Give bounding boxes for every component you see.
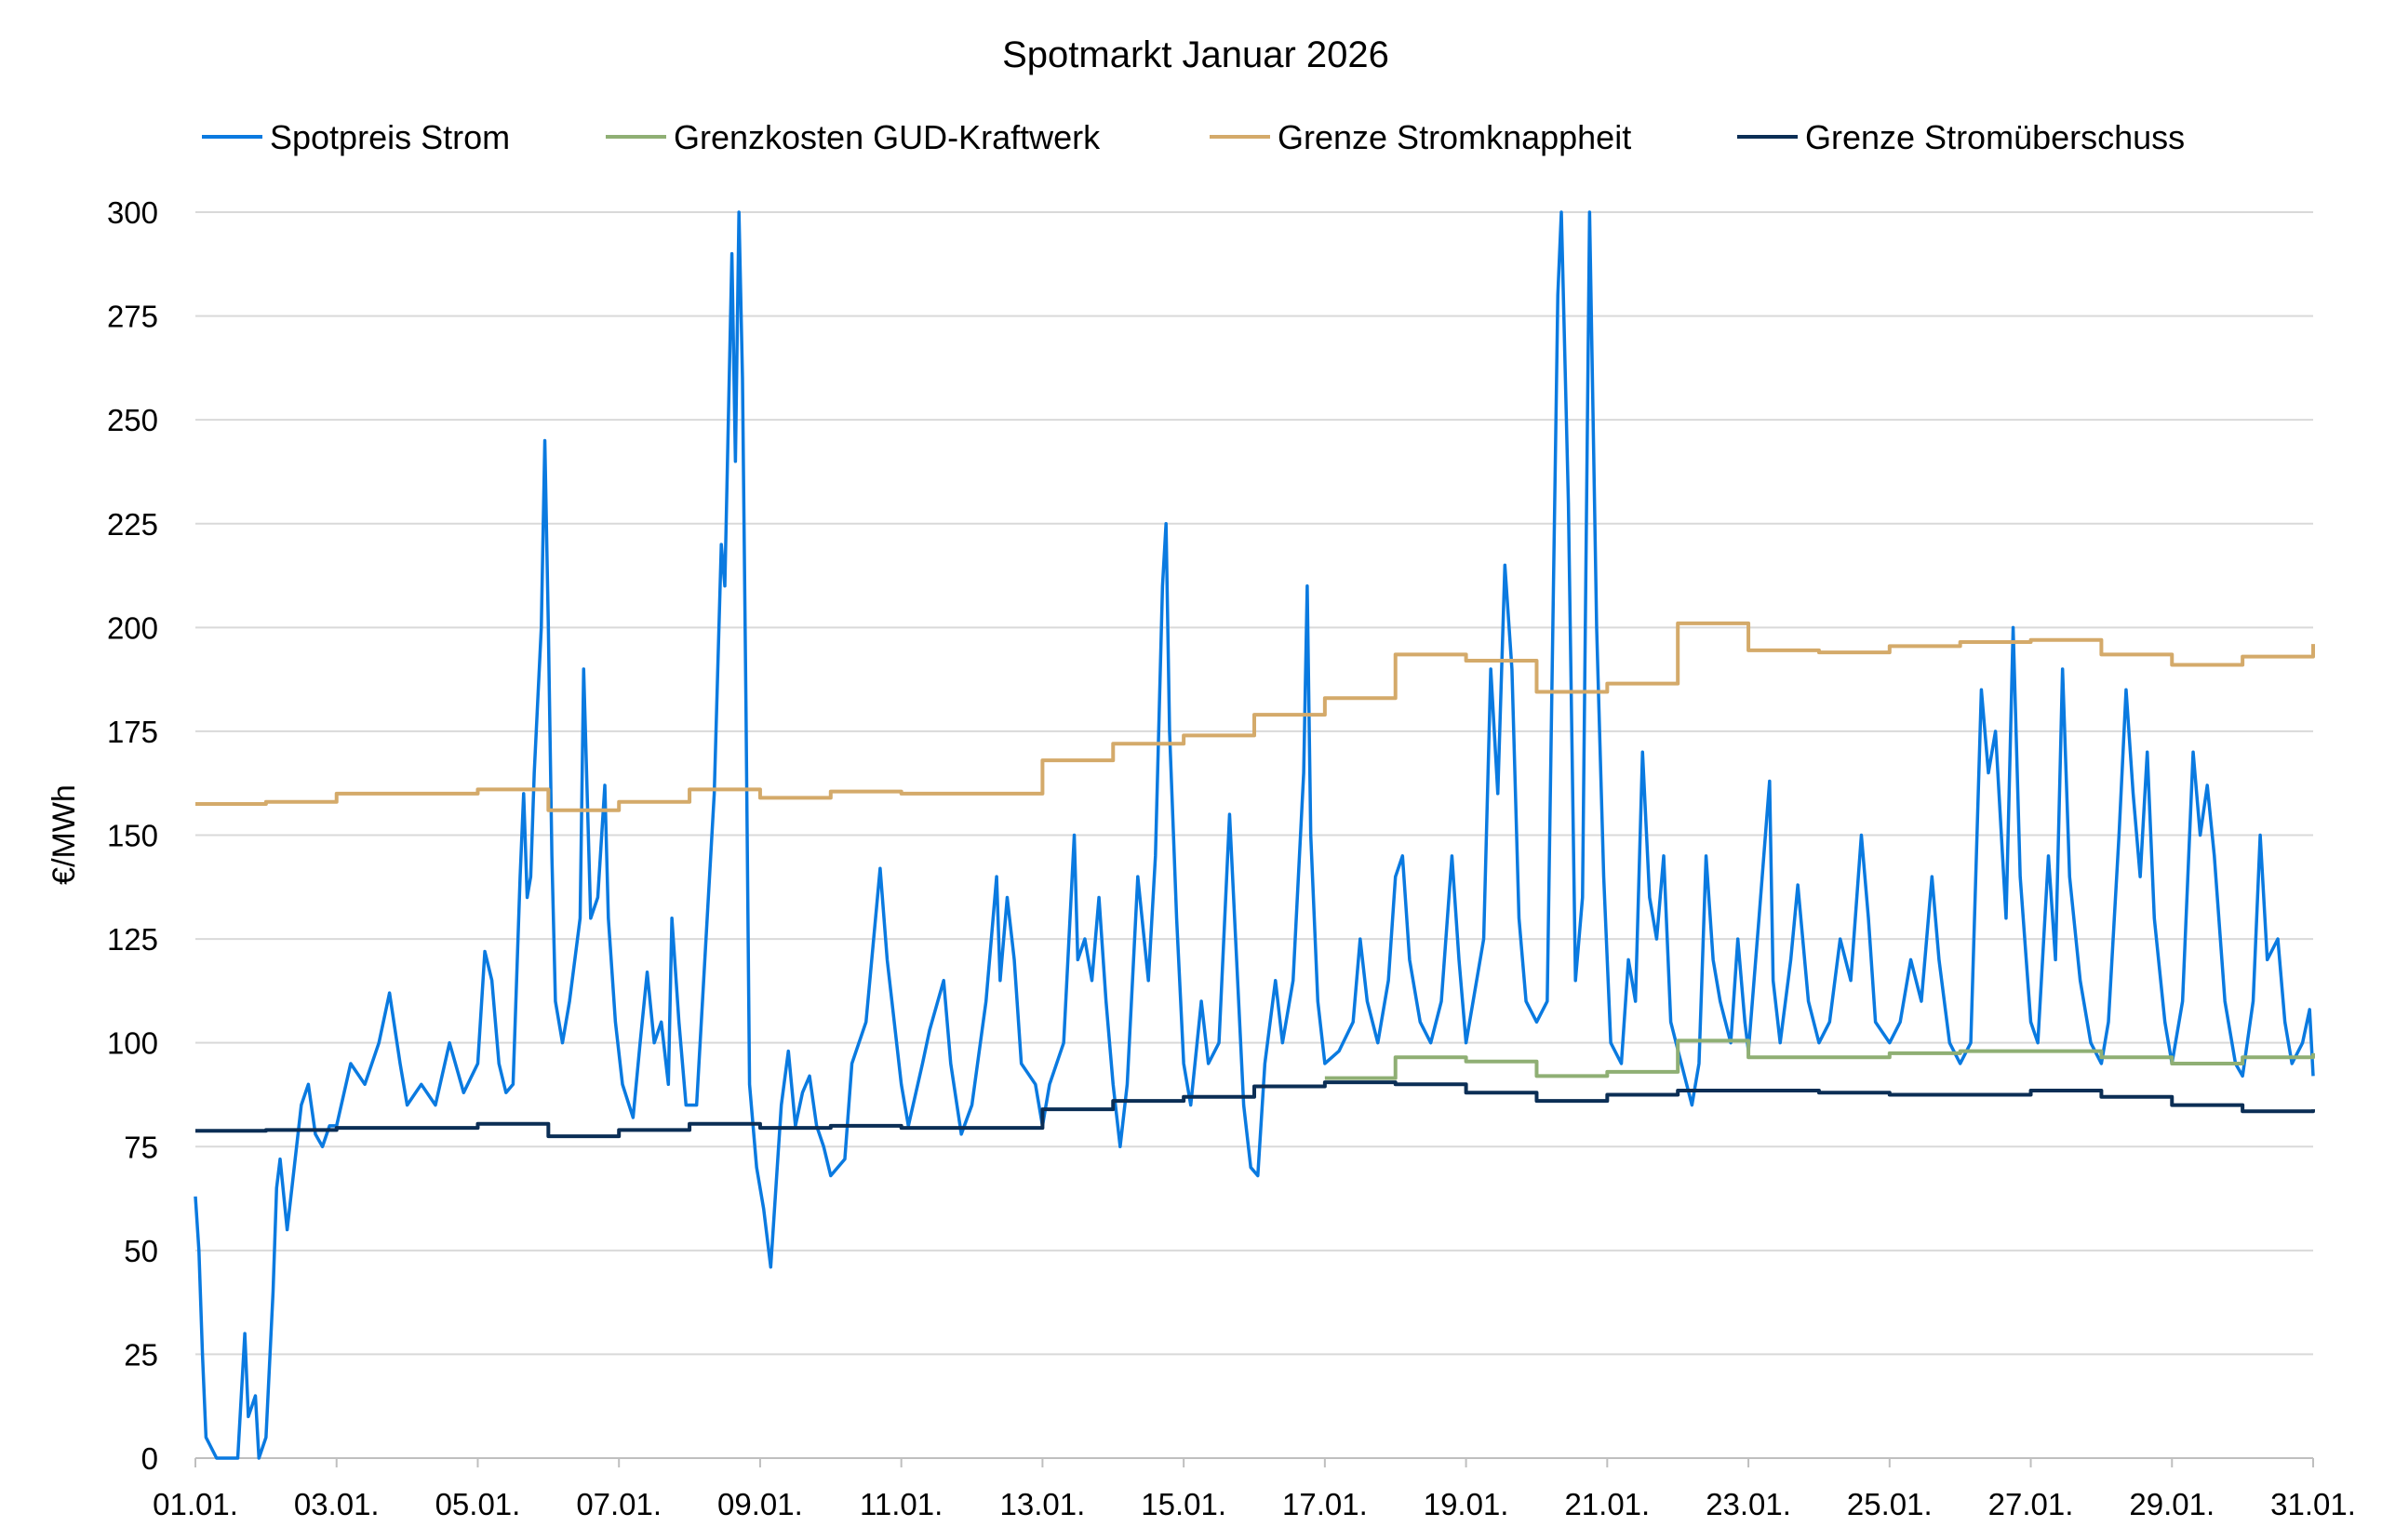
y-tick-label: 100: [107, 1026, 158, 1061]
x-tick-label: 09.01.: [717, 1487, 803, 1521]
y-tick-label: 0: [141, 1441, 158, 1476]
x-tick-label: 21.01.: [1564, 1487, 1650, 1521]
x-tick-label: 13.01.: [1000, 1487, 1086, 1521]
y-axis-label: €/MWh: [47, 784, 82, 885]
y-tick-label: 125: [107, 922, 158, 957]
series-line-grenzkosten-gud-kraftwerk: [1324, 1038, 2315, 1080]
legend-item: Grenzkosten GUD-Kraftwerk: [606, 118, 1101, 156]
legend-item: Grenze Stromüberschuss: [1737, 118, 2185, 156]
series-lines: [194, 210, 2315, 1460]
y-tick-label: 25: [124, 1337, 158, 1372]
legend: Spotpreis Strom Grenzkosten GUD-Kraftwerk…: [202, 118, 2185, 156]
y-tick-label: 250: [107, 403, 158, 437]
y-axis-ticks: 0 25 50 75 100 125 150 175 200 225 250 275 300: [107, 195, 158, 1476]
x-tick-label: 17.01.: [1282, 1487, 1368, 1521]
series-line-grenze-strom-berschuss: [195, 1080, 2315, 1139]
gridlines: [195, 211, 2313, 1356]
x-tick-label: 19.01.: [1424, 1487, 1509, 1521]
x-tick-label: 29.01.: [2129, 1487, 2215, 1521]
x-tick-label: 31.01.: [2270, 1487, 2356, 1521]
x-tick-label: 23.01.: [1706, 1487, 1791, 1521]
y-tick-label: 175: [107, 715, 158, 749]
chart-title: Spotmarkt Januar 2026: [1002, 34, 1389, 75]
x-tick-label: 01.01.: [153, 1487, 238, 1521]
x-tick-label: 11.01.: [860, 1487, 943, 1521]
legend-label: Grenze Stromknappheit: [1278, 118, 1631, 156]
legend-label: Grenze Stromüberschuss: [1805, 118, 2185, 156]
y-tick-label: 150: [107, 819, 158, 853]
legend-label: Spotpreis Strom: [270, 118, 510, 156]
x-tick-label: 05.01.: [435, 1487, 521, 1521]
x-tick-label: 15.01.: [1141, 1487, 1226, 1521]
x-axis-ticks: 01.01. 03.01. 05.01. 07.01. 09.01. 11.01. 13.0…: [153, 1458, 2356, 1521]
y-tick-label: 275: [107, 300, 158, 334]
legend-label: Grenzkosten GUD-Kraftwerk: [674, 118, 1101, 156]
y-tick-label: 50: [124, 1234, 158, 1268]
x-tick-label: 07.01.: [576, 1487, 662, 1521]
x-tick-label: 25.01.: [1847, 1487, 1933, 1521]
legend-item: Spotpreis Strom: [202, 118, 510, 156]
y-tick-label: 225: [107, 507, 158, 542]
x-tick-label: 27.01.: [1988, 1487, 2074, 1521]
series-line-spotpreis-strom: [194, 210, 2315, 1460]
y-tick-label: 300: [107, 195, 158, 230]
y-tick-label: 75: [124, 1130, 158, 1164]
legend-item: Grenze Stromknappheit: [1210, 118, 1631, 156]
y-tick-label: 200: [107, 610, 158, 645]
series-line-grenze-stromknappheit: [195, 621, 2315, 812]
x-tick-label: 03.01.: [294, 1487, 380, 1521]
